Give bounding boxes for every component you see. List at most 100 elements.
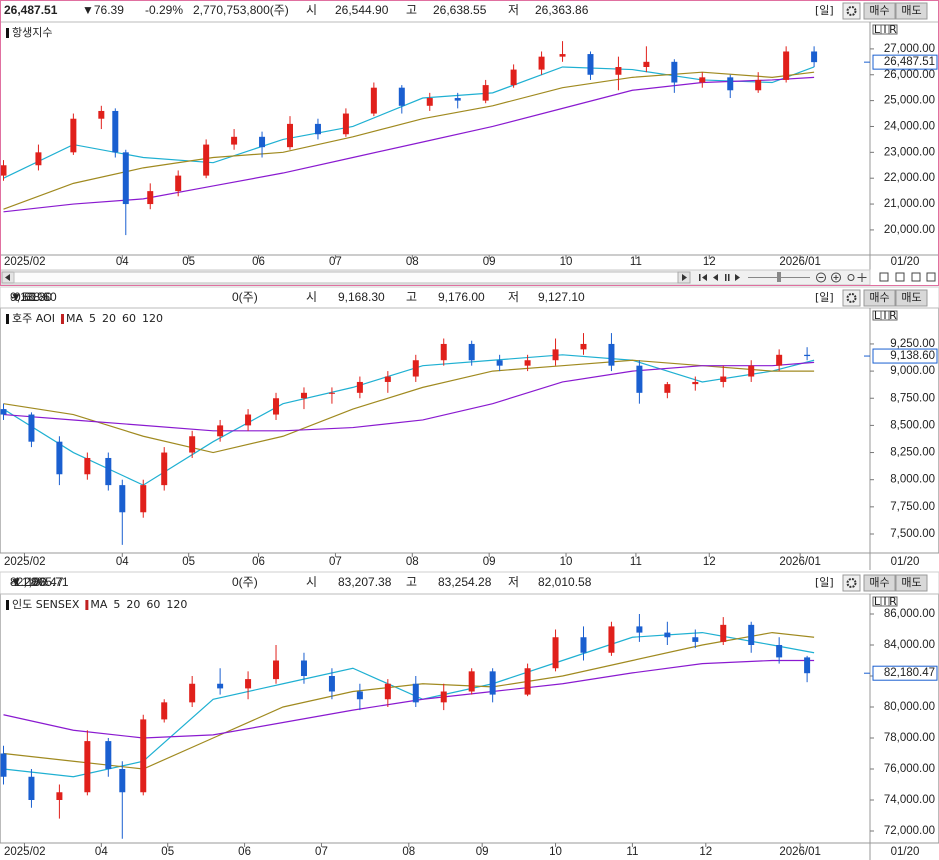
candle-body: [0, 409, 7, 415]
quote-low: 82,010.58: [538, 575, 592, 589]
period-button[interactable]: [일]: [815, 290, 834, 304]
candle-body: [140, 719, 147, 793]
arrow-icon: [682, 274, 687, 281]
gear-icon: [846, 578, 857, 588]
y-tick-label: 7,500.00: [890, 528, 935, 540]
legend-item: 120: [166, 598, 187, 611]
axis-button-label: L: [874, 23, 881, 36]
candle-body: [811, 51, 818, 63]
candle-body: [608, 343, 615, 366]
quote-price: 82,180.47: [10, 575, 64, 589]
candle-body: [28, 414, 35, 442]
y-tick-label: 9,000.00: [890, 365, 935, 377]
axis-button-label: R: [889, 309, 897, 322]
y-tick-label: 84,000.00: [884, 639, 935, 651]
quote-open: 83,207.38: [338, 575, 392, 589]
candle-body: [783, 51, 790, 80]
candle-body: [105, 741, 112, 770]
candle-body: [56, 792, 63, 801]
axis-button-label: I: [883, 23, 886, 36]
zoom-buttons[interactable]: [816, 272, 936, 283]
settings-button[interactable]: [842, 289, 861, 307]
quote-low-label: 저: [508, 290, 519, 304]
candle-body: [454, 98, 461, 101]
quote-open: 26,544.90: [335, 3, 389, 17]
last-price-label: 26,487.51: [884, 56, 935, 68]
candle-body: [552, 637, 559, 669]
legend-item: 5: [113, 598, 120, 611]
legend-item: 5: [89, 312, 96, 325]
candle-body: [510, 69, 517, 86]
sell-button[interactable]: [895, 2, 928, 20]
candle-body: [384, 376, 391, 382]
legend-item: 20: [126, 598, 140, 611]
settings-button[interactable]: [842, 574, 861, 592]
candle-body: [440, 343, 447, 361]
x-tick-label: 12: [699, 846, 712, 858]
candle-body: [615, 66, 622, 75]
quote-high-label: 고: [406, 3, 417, 17]
scrollbar[interactable]: [0, 269, 936, 286]
candle-body: [804, 657, 811, 674]
candle-body: [245, 679, 252, 689]
x-tick-label: 2025/02: [4, 256, 46, 268]
x-tick-label: 2026/01: [779, 556, 821, 568]
quote-low-label: 저: [508, 3, 519, 17]
sell-button[interactable]: [895, 289, 928, 307]
candle-body: [496, 360, 503, 366]
buy-button[interactable]: [863, 2, 896, 20]
y-tick-label: 76,000.00: [884, 763, 935, 775]
quote-price: 26,487.51: [4, 3, 58, 17]
candle-body: [804, 354, 811, 357]
buy-label: 매수: [869, 4, 889, 17]
y-tick-label: 80,000.00: [884, 701, 935, 713]
quote-volume: 2,770,753,800(주): [193, 3, 289, 17]
quote-change: ▼56.30: [10, 290, 52, 304]
buy-button[interactable]: [863, 574, 896, 592]
settings-button[interactable]: [842, 2, 861, 20]
scroll-thumb[interactable]: [13, 271, 679, 284]
playback-controls[interactable]: [699, 274, 740, 281]
quote-open-label: 시: [306, 575, 317, 589]
legend-item: MA: [66, 312, 83, 325]
sell-button[interactable]: [895, 574, 928, 592]
candle-body: [203, 144, 210, 176]
candle-body: [748, 365, 755, 377]
candle-body: [636, 626, 643, 633]
candle-body: [189, 683, 196, 703]
y-tick-label: 26,000.00: [884, 69, 935, 81]
period-button[interactable]: [일]: [815, 575, 834, 589]
buy-button[interactable]: [863, 289, 896, 307]
candle-body: [720, 376, 727, 382]
gear-icon: [846, 6, 857, 16]
quote-volume: 0(주): [232, 290, 258, 304]
period-button[interactable]: [일]: [815, 3, 834, 17]
x-tick-label: 08: [406, 256, 419, 268]
zoom-thumb[interactable]: [777, 272, 781, 282]
candle-body: [664, 384, 671, 393]
candle-body: [161, 702, 168, 720]
candle-body: [412, 360, 419, 377]
candle-body: [524, 360, 531, 366]
x-tick-label: 2025/02: [4, 846, 46, 858]
axis-button[interactable]: [888, 596, 898, 607]
x-tick-label: 09: [483, 556, 496, 568]
quote-high: 26,638.55: [433, 3, 487, 17]
candle-body: [776, 644, 783, 658]
candle-body: [35, 152, 42, 166]
axis-button[interactable]: [888, 24, 898, 35]
candle-body: [664, 632, 671, 638]
axis-button[interactable]: [888, 310, 898, 321]
quote-high-label: 고: [406, 575, 417, 589]
candle-body: [727, 77, 734, 91]
y-tick-label: 78,000.00: [884, 732, 935, 744]
x-end-label: 01/20: [891, 846, 920, 858]
x-tick-label: 07: [329, 556, 342, 568]
y-tick-label: 27,000.00: [884, 43, 935, 55]
candle-body: [217, 425, 224, 437]
candle-body: [84, 741, 91, 793]
quote-high: 83,254.28: [438, 575, 492, 589]
candle-body: [300, 660, 307, 676]
